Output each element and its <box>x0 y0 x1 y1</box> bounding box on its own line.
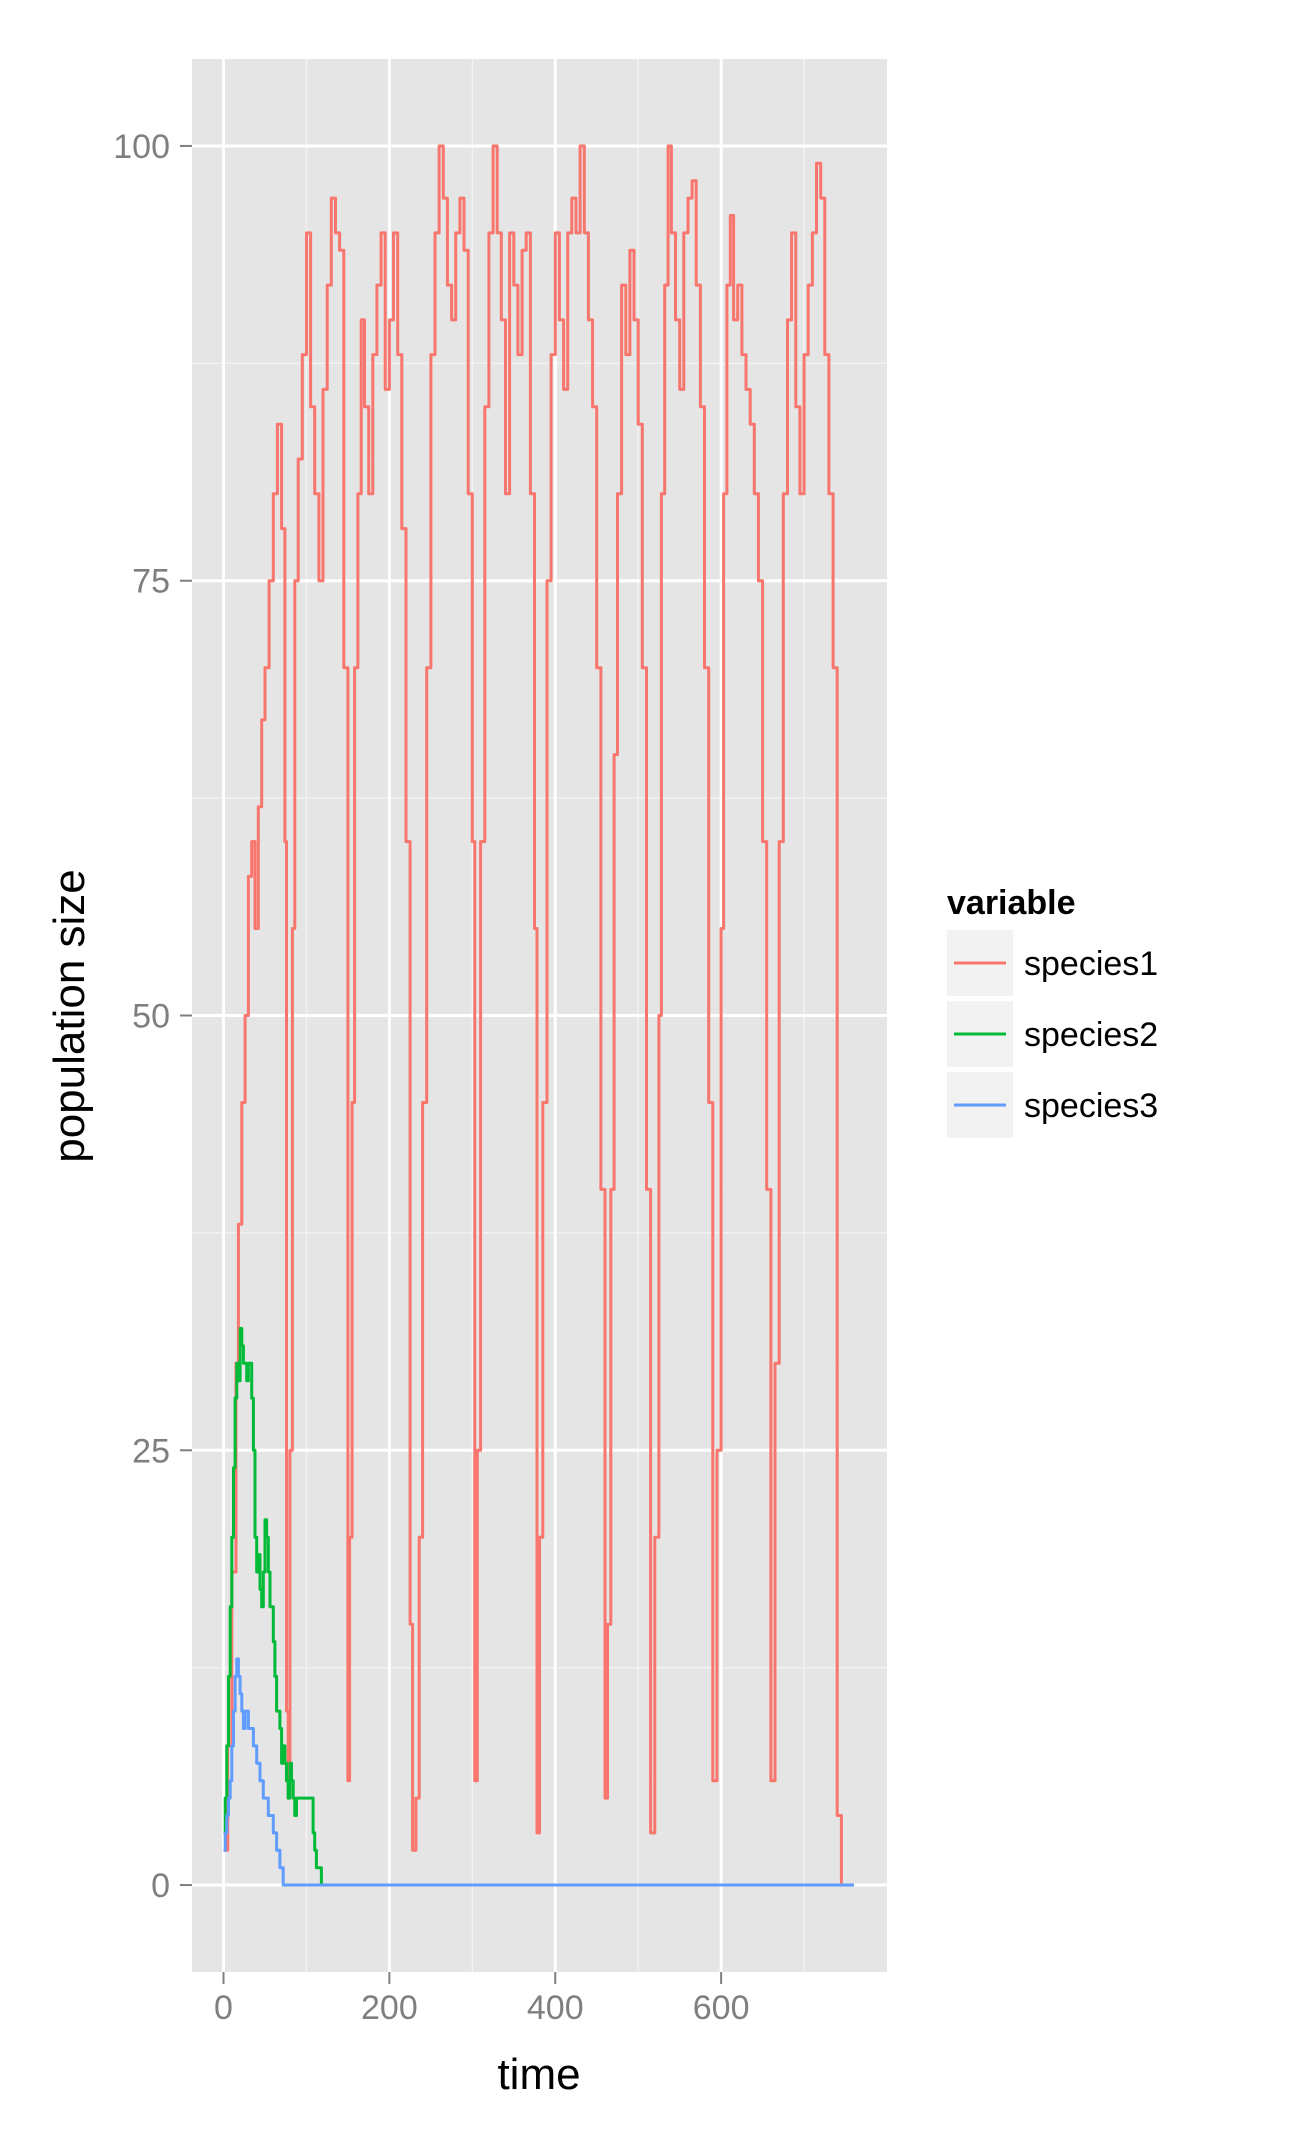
legend-title: variable <box>947 884 1076 922</box>
legend: variable species1 species2 species3 <box>947 884 1158 1138</box>
series-line-species1 <box>223 144 854 1887</box>
legend-label-species3: species3 <box>1024 1087 1158 1125</box>
legend-label-species1: species1 <box>1024 945 1158 983</box>
major-gridlines <box>192 59 887 1972</box>
y-tick-label: 0 <box>151 1867 170 1905</box>
series-line-species3 <box>223 1657 854 1887</box>
y-axis-title: population size <box>45 869 94 1163</box>
series-line-species2 <box>223 1327 854 1887</box>
legend-label-species2: species2 <box>1024 1016 1158 1054</box>
x-axis: 0 200 400 600 <box>214 1972 749 2027</box>
y-axis: 0 25 50 75 100 <box>113 128 192 1905</box>
series-layer <box>223 144 854 1887</box>
y-tick-label: 50 <box>132 998 170 1036</box>
x-axis-title: time <box>497 2050 580 2099</box>
y-tick-label: 75 <box>132 563 170 601</box>
x-tick-label: 0 <box>214 1989 233 2027</box>
x-tick-label: 400 <box>527 1989 584 2027</box>
y-tick-label: 100 <box>113 128 170 166</box>
x-tick-label: 600 <box>693 1989 750 2027</box>
y-tick-label: 25 <box>132 1432 170 1470</box>
x-tick-label: 200 <box>361 1989 418 2027</box>
